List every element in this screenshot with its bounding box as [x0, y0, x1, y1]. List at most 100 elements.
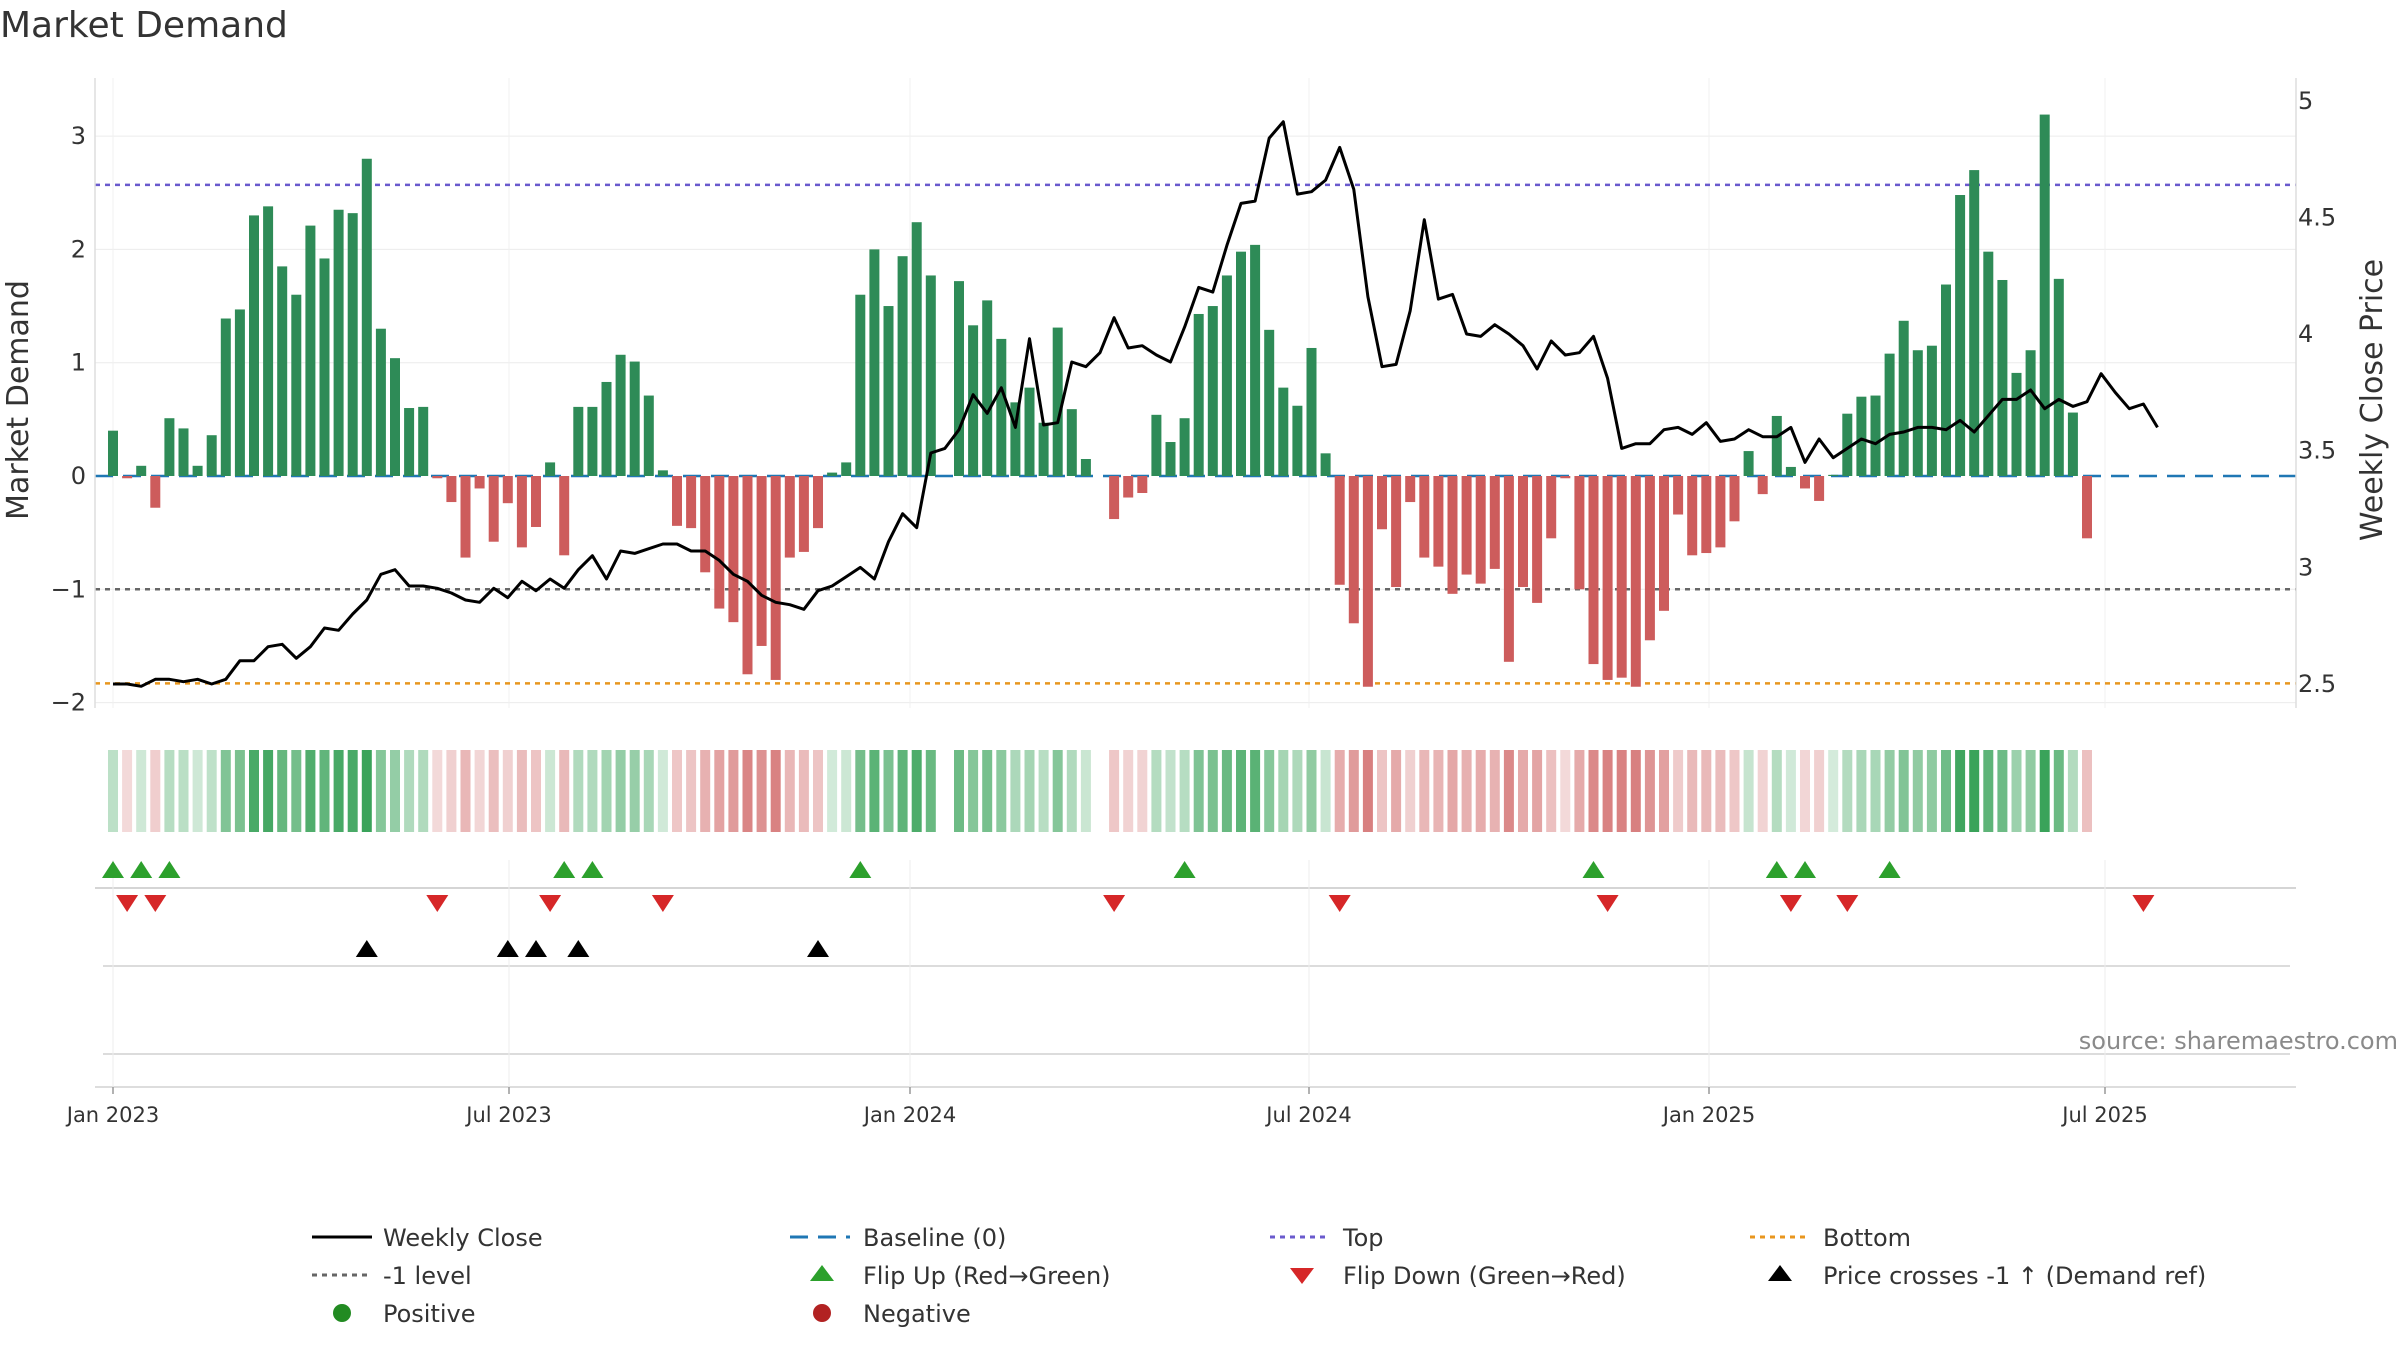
demand-bar: [2082, 476, 2092, 539]
strip-cell: [545, 750, 556, 832]
x-tick-label: Jan 2024: [862, 1103, 957, 1127]
strip-cell: [277, 750, 288, 832]
x-tick-label: Jan 2023: [65, 1103, 160, 1127]
strip-cell: [1532, 750, 1543, 832]
strip-cell: [1461, 750, 1472, 832]
demand-bar: [263, 206, 274, 476]
demand-bar: [1518, 476, 1528, 588]
strip-cell: [1588, 750, 1599, 832]
strip-cell: [601, 750, 612, 832]
demand-bar: [1236, 251, 1246, 476]
strip-cell: [136, 750, 147, 832]
demand-bar: [911, 222, 922, 476]
demand-bar: [1038, 422, 1049, 476]
strip-cell: [1123, 750, 1134, 832]
strip-cell: [1503, 750, 1514, 832]
strip-cell: [1250, 750, 1261, 832]
demand-bar: [192, 465, 203, 476]
price-line-layer: [113, 120, 2159, 688]
flip-down-marker: [539, 895, 562, 912]
legend: Weekly Close Baseline (0) Top Bottom -1 …: [312, 1224, 2206, 1328]
legend-positive-icon: [333, 1304, 351, 1322]
strip-cell: [375, 750, 386, 832]
legend-negative: Negative: [863, 1300, 971, 1328]
strip-cell: [347, 750, 358, 832]
legend-bottom: Bottom: [1823, 1224, 1911, 1252]
demand-bar: [700, 476, 711, 573]
strip-cell: [982, 750, 993, 832]
demand-bar: [1207, 306, 1218, 476]
demand-bar: [798, 476, 809, 552]
strip-cell: [1814, 750, 1825, 832]
y2-tick-label: 4: [2298, 320, 2313, 348]
demand-bar: [1109, 476, 1120, 520]
strip-cell: [1983, 750, 1994, 832]
y2-tick-label: 2.5: [2298, 670, 2336, 698]
strip-cell: [531, 750, 541, 832]
y-tick-label: −2: [51, 689, 86, 717]
demand-bar: [1151, 414, 1162, 476]
strip-cell: [1870, 750, 1881, 832]
strip-cell: [672, 750, 682, 832]
strip-cell: [178, 750, 189, 832]
demand-bar: [1489, 476, 1500, 569]
flip-down-marker: [2132, 895, 2155, 912]
strip-cell: [2082, 750, 2092, 832]
demand-bar: [954, 281, 964, 476]
demand-bar: [347, 213, 358, 477]
demand-bar: [1898, 320, 1909, 476]
flip-down-marker: [426, 895, 449, 912]
demand-bar: [1137, 476, 1148, 493]
demand-bar: [657, 470, 668, 476]
strip-cell: [164, 750, 175, 832]
demand-bar: [770, 476, 781, 680]
strip-cell: [1785, 750, 1796, 832]
strip-cell: [573, 750, 584, 832]
flip-down-marker: [1779, 895, 1802, 912]
demand-bar: [1377, 476, 1387, 530]
y-axis-title: Market Demand: [1, 280, 36, 520]
demand-bar: [1405, 476, 1416, 503]
legend-top: Top: [1342, 1224, 1384, 1252]
strip-cell: [1221, 750, 1232, 832]
demand-bar: [996, 338, 1007, 476]
demand-bar: [1010, 402, 1021, 476]
y-tick-label: 2: [71, 235, 86, 263]
demand-bar: [1278, 387, 1289, 476]
strip-cell: [911, 750, 922, 832]
axes: 3 2 1 0 −1 −2 5 4.5 4 3.5 3 2.5: [51, 78, 2336, 717]
strip-cell: [1757, 750, 1768, 832]
demand-bar: [686, 476, 697, 529]
flip-down-marker: [1596, 895, 1619, 912]
strip-cell: [1616, 750, 1627, 832]
strip-cell: [770, 750, 781, 832]
demand-bar: [883, 306, 894, 476]
strip-cell: [502, 750, 513, 832]
demand-bar: [305, 225, 316, 476]
demand-bar: [1588, 476, 1599, 665]
demand-bar: [841, 462, 852, 476]
strip-cell: [1179, 750, 1190, 832]
demand-bar: [643, 395, 654, 476]
strip-cell: [1912, 750, 1923, 832]
demand-bar: [1179, 418, 1190, 476]
demand-bar: [728, 476, 739, 623]
y2-tick-label: 3: [2298, 553, 2313, 581]
demand-bar: [1348, 476, 1359, 624]
demand-bar: [136, 465, 147, 476]
demand-bar: [432, 476, 443, 479]
signal-markers: [95, 860, 2296, 1088]
demand-bar: [220, 318, 231, 476]
demand-bar: [1743, 451, 1754, 476]
date-axis: Jan 2023 Jul 2023 Jan 2024 Jul 2024 Jan 2025…: [65, 1087, 2148, 1127]
legend-price-cross: Price crosses -1 ↑ (Demand ref): [1823, 1262, 2206, 1290]
demand-bar: [1856, 396, 1867, 476]
demand-bar: [2067, 412, 2078, 476]
strip-cell: [1926, 750, 1937, 832]
flip-down-marker: [144, 895, 167, 912]
demand-bar: [319, 258, 330, 476]
strip-cell: [150, 750, 161, 832]
strip-cell: [333, 750, 344, 832]
demand-bars: [108, 114, 2092, 687]
source-note: source: sharemaestro.com: [2079, 1027, 2398, 1055]
